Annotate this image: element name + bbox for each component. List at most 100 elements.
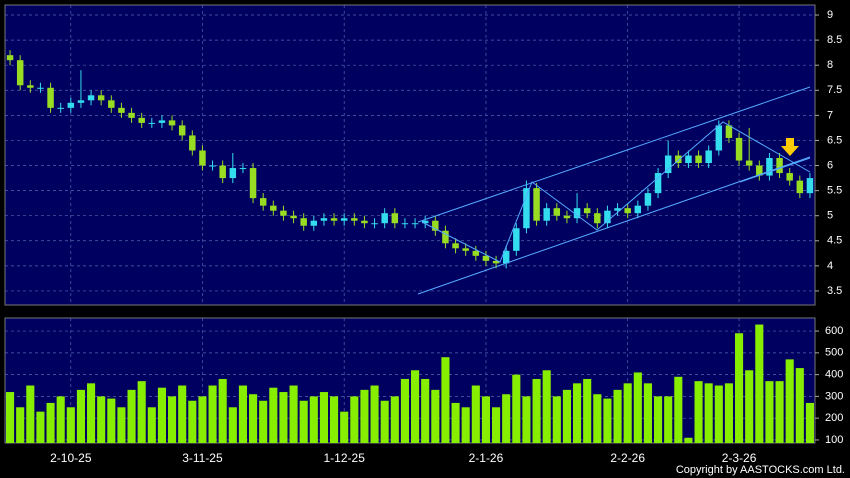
candle-body: [47, 87, 54, 108]
volume-bar: [654, 396, 663, 443]
v-tick-label: 400: [825, 369, 843, 381]
volume-bar: [380, 400, 389, 443]
volume-bar: [249, 394, 258, 443]
volume-bar: [755, 324, 764, 443]
candle-body: [664, 155, 672, 174]
channel-upper: [417, 86, 811, 223]
candle-body: [340, 218, 348, 221]
candle-body: [786, 173, 793, 181]
candle-body: [432, 220, 439, 231]
volume-bar: [36, 411, 45, 443]
volume-bar: [269, 387, 278, 443]
candle-body: [229, 168, 237, 179]
candle-body: [553, 208, 561, 216]
candle-body: [219, 165, 226, 179]
volume-bar: [735, 333, 744, 443]
candle-body: [320, 218, 328, 221]
x-tick-label: 2-2-26: [610, 451, 645, 465]
volume-bar: [26, 385, 35, 443]
volume-bar: [502, 394, 511, 443]
candle-body: [391, 213, 399, 224]
volume-bar: [299, 400, 308, 443]
volume-bar: [309, 396, 318, 443]
candle-body: [462, 248, 469, 251]
volume-bar: [208, 385, 217, 443]
candle-body: [594, 213, 601, 224]
volume-bar: [805, 402, 814, 443]
candle-body: [351, 218, 358, 221]
channel-lower: [417, 156, 811, 295]
candle-body: [118, 107, 125, 113]
volume-panel: [4, 317, 816, 444]
volume-bar: [360, 389, 369, 443]
volume-bar: [46, 402, 55, 443]
volume-bar: [785, 359, 794, 443]
candle-body: [138, 117, 145, 123]
volume-bar: [664, 396, 673, 443]
candle-body: [442, 230, 449, 244]
candle-body: [6, 55, 14, 61]
candle-body: [735, 137, 743, 161]
candle-body: [371, 223, 378, 225]
candle-body: [77, 100, 85, 103]
volume-bar: [421, 378, 430, 443]
trend-annotations: [417, 86, 811, 295]
candle-body: [513, 228, 520, 251]
candle-body: [37, 87, 44, 89]
volume-bar: [471, 385, 480, 443]
candle-body: [57, 107, 64, 109]
candle-body: [523, 188, 530, 229]
candle-body: [614, 208, 621, 211]
volume-bar: [117, 407, 126, 443]
candle-body: [67, 102, 75, 108]
y-tick-label: 4.5: [827, 235, 842, 247]
candle-body: [472, 250, 480, 256]
v-tick-label: 300: [825, 390, 843, 402]
zigzag: [421, 121, 811, 263]
candle-body: [452, 243, 459, 249]
y-tick-label: 6.5: [827, 134, 842, 146]
v-tick-label: 600: [825, 325, 843, 337]
candle-body: [16, 60, 24, 86]
volume-bar: [461, 407, 470, 443]
volume-bar: [633, 372, 642, 443]
candle-body: [209, 165, 216, 167]
x-tick-label: 2-3-26: [722, 451, 757, 465]
v-tick-label: 500: [825, 347, 843, 359]
volume-bar: [573, 383, 582, 443]
y-tick-label: 4: [827, 260, 833, 272]
candle-body: [249, 168, 257, 199]
candle-body: [482, 255, 490, 261]
y-tick-label: 6: [827, 159, 833, 171]
volume-bar: [745, 370, 754, 443]
volume-bar: [704, 383, 713, 443]
volume-bar: [350, 396, 359, 443]
volume-bar: [512, 374, 521, 443]
candle-body: [158, 120, 166, 123]
candle-body: [239, 168, 247, 170]
candle-body: [675, 155, 682, 164]
candle-body: [300, 218, 307, 226]
volume-bar: [492, 407, 501, 443]
volume-bar: [714, 385, 723, 443]
volume-bar: [593, 394, 602, 443]
volume-bar: [390, 396, 399, 443]
plot-layer: 3.5 4 4.5 5 5.5 6 6.5 7 7.5 8 8.5 9 100 200 300 400 500 6…: [5, 5, 843, 465]
x-tick-label: 2-1-26: [469, 451, 504, 465]
candle-body: [27, 85, 34, 88]
candle-body: [776, 158, 783, 174]
volume-bar: [168, 396, 177, 443]
volume-bar: [400, 378, 409, 443]
candle-body: [178, 125, 186, 136]
volume-bar: [795, 368, 804, 443]
candle-body: [604, 210, 611, 224]
candle-body: [270, 205, 277, 211]
volume-bar: [289, 385, 298, 443]
x-tick-label: 2-10-25: [50, 451, 92, 465]
volume-bar: [6, 392, 15, 443]
candle-body: [796, 180, 804, 194]
volume-bar: [411, 370, 420, 443]
candle-body: [421, 220, 429, 224]
volume-bar: [765, 381, 774, 443]
volume-bar: [542, 370, 551, 443]
